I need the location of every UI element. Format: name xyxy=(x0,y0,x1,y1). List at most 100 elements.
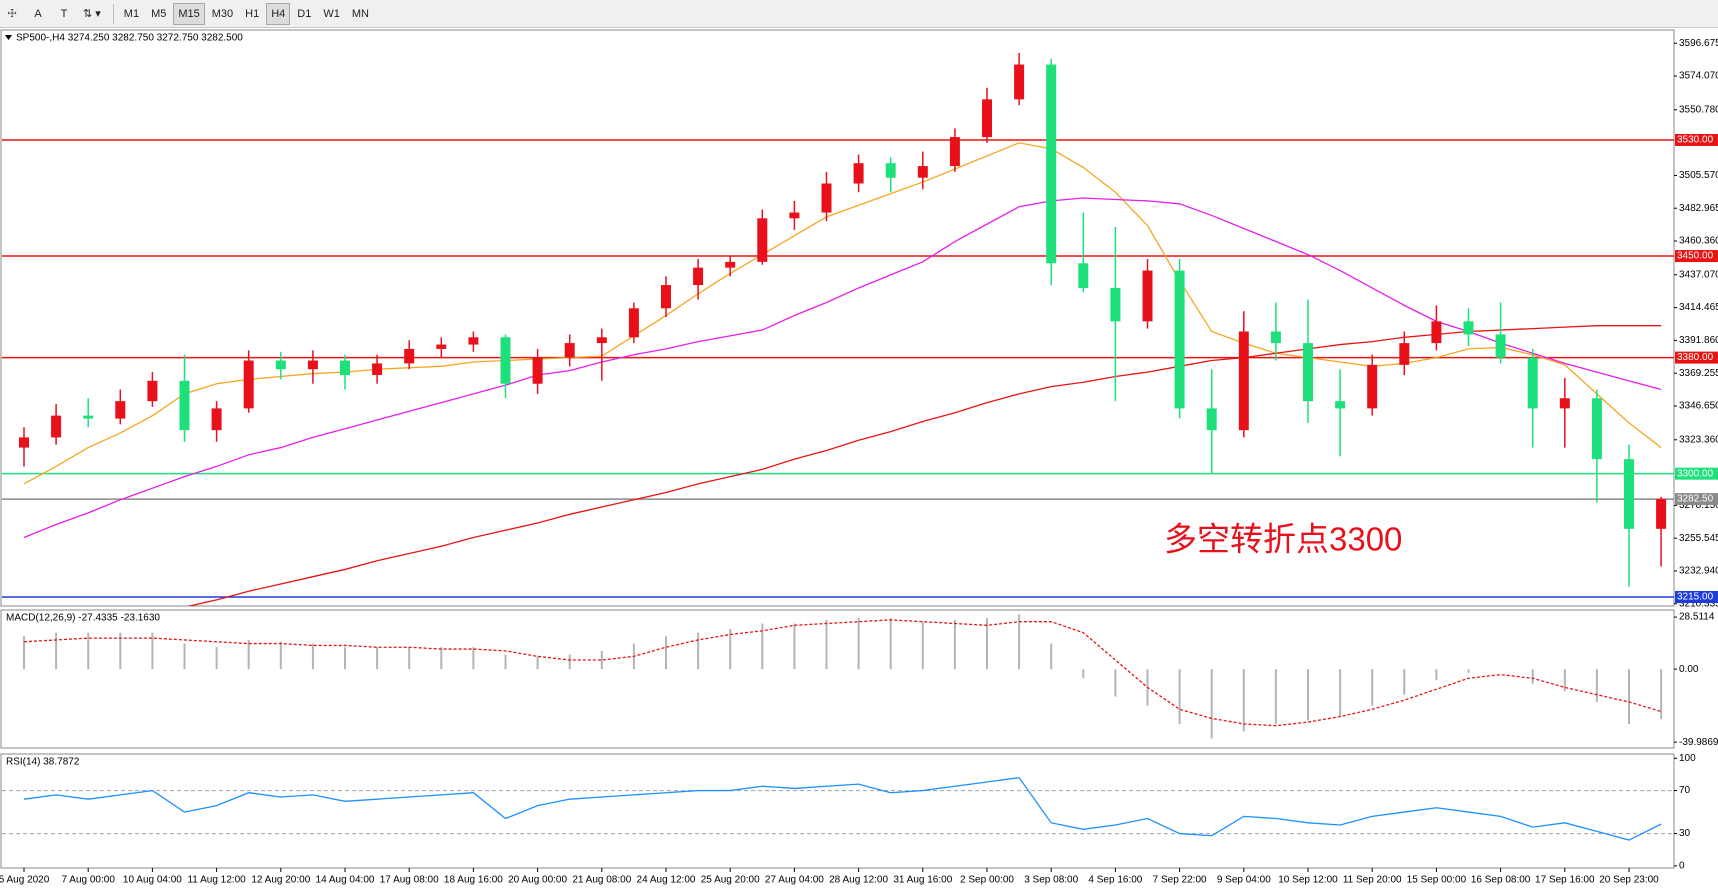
x-tick-label: 12 Aug 20:00 xyxy=(251,875,310,886)
y-tick-label: 3437.070 xyxy=(1679,269,1718,280)
candle-body xyxy=(1206,408,1217,431)
period-button[interactable]: D1 xyxy=(297,7,312,20)
x-tick-label: 17 Sep 16:00 xyxy=(1535,875,1595,886)
y-tick-label: 0 xyxy=(1679,860,1685,871)
x-tick-label: 9 Sep 04:00 xyxy=(1217,875,1271,886)
y-tick-label: 3210.335 xyxy=(1679,598,1718,609)
x-tick-label: 14 Aug 04:00 xyxy=(316,875,375,886)
candle-body xyxy=(1527,357,1538,409)
candle-body xyxy=(532,357,543,384)
x-tick-label: 27 Aug 04:00 xyxy=(765,875,824,886)
candle-body xyxy=(1303,343,1313,402)
period-button[interactable]: MN xyxy=(351,7,369,20)
rsi-panel xyxy=(0,753,1675,869)
candle-body xyxy=(661,285,671,309)
candle-body xyxy=(307,360,318,370)
x-tick-label: 2 Sep 00:00 xyxy=(960,875,1014,886)
crosshair-button[interactable]: ☩ xyxy=(7,8,17,20)
level-label: 3300.00 xyxy=(1677,468,1714,479)
separator xyxy=(112,3,114,24)
level-tag xyxy=(1675,493,1718,506)
candle-body xyxy=(564,343,575,358)
x-tick-label: 4 Sep 16:00 xyxy=(1088,875,1142,886)
y-tick-label: 3346.650 xyxy=(1679,401,1718,412)
y-tick-label: 28.5114 xyxy=(1679,612,1715,623)
candle-body xyxy=(725,261,736,268)
candle-body xyxy=(949,137,960,167)
overlay: SP500-,H4 3274.250 3282.750 3272.750 328… xyxy=(0,33,1718,886)
candle-body xyxy=(468,337,479,345)
period-button[interactable]: M15 xyxy=(173,2,205,25)
y-tick-label: 0.00 xyxy=(1679,664,1699,675)
candle-body xyxy=(1238,331,1249,431)
y-tick-label: 3323.360 xyxy=(1679,434,1718,445)
candle-body xyxy=(500,337,511,384)
text-button[interactable]: A xyxy=(34,7,42,20)
series-line xyxy=(23,776,1662,841)
y-tick-label: 3232.940 xyxy=(1679,566,1718,577)
candle-body xyxy=(757,218,768,262)
period-button[interactable]: W1 xyxy=(323,7,340,20)
y-tick-label: 3255.545 xyxy=(1679,533,1718,544)
y-tick-label: -39.9869 xyxy=(1679,737,1718,748)
x-tick-label: 20 Aug 00:00 xyxy=(508,875,567,886)
x-tick-label: 28 Aug 12:00 xyxy=(829,875,888,886)
x-tick-label: 17 Aug 08:00 xyxy=(380,875,439,886)
candle-body xyxy=(628,308,639,338)
arrow-button[interactable]: ⇅ ▾ xyxy=(83,8,101,20)
period-button[interactable]: M5 xyxy=(151,7,167,20)
toolbar: ☩ A T ⇅ ▾ M1 M5 M15 M30 H1 H4 D1 W1 MN xyxy=(0,0,1718,28)
level-label: 3450.00 xyxy=(1677,251,1714,262)
level-tag xyxy=(1675,133,1718,146)
x-tick-label: 7 Aug 00:00 xyxy=(62,875,116,886)
y-tick-label: 3414.465 xyxy=(1679,302,1718,313)
period-button[interactable]: M30 xyxy=(211,7,234,20)
series-line xyxy=(23,619,1662,727)
price-plot xyxy=(2,52,1674,606)
candle-body xyxy=(1624,459,1634,529)
candle-body xyxy=(1014,64,1025,100)
x-tick-label: 31 Aug 16:00 xyxy=(893,875,952,886)
x-tick-label: 21 Aug 08:00 xyxy=(572,875,631,886)
panel-title: MACD(12,26,9) -27.4335 -23.1630 xyxy=(6,613,160,624)
y-tick-label: 100 xyxy=(1679,753,1696,764)
candle-body xyxy=(789,212,800,219)
candle-body xyxy=(83,415,94,419)
period-button[interactable]: H4 xyxy=(266,2,291,25)
candle-body xyxy=(340,360,350,376)
candle-body xyxy=(1142,270,1153,322)
level-tag xyxy=(1675,467,1718,480)
candle-body xyxy=(1270,331,1281,344)
level-tag xyxy=(1675,351,1718,364)
candle-body xyxy=(51,415,62,438)
candle-body xyxy=(211,408,222,431)
x-tick-label: 18 Aug 16:00 xyxy=(444,875,503,886)
candle-body xyxy=(1078,263,1089,288)
x-tick-label: 7 Sep 22:00 xyxy=(1153,875,1207,886)
period-button[interactable]: H1 xyxy=(245,7,260,20)
y-tick-label: 3460.360 xyxy=(1679,236,1718,247)
macd-plot xyxy=(23,614,1663,739)
y-tick-label: 3369.255 xyxy=(1679,368,1718,379)
y-tick-label: 3278.150 xyxy=(1679,500,1718,511)
candle-body xyxy=(372,363,383,376)
y-tick-label: 3574.070 xyxy=(1679,71,1718,82)
y-tick-label: 3482.965 xyxy=(1679,203,1718,214)
candle-body xyxy=(404,348,415,364)
x-tick-label: 16 Sep 08:00 xyxy=(1471,875,1531,886)
period-button[interactable]: M1 xyxy=(123,7,140,20)
candle-body xyxy=(1463,321,1474,335)
candle-body xyxy=(1431,321,1442,344)
candle-body xyxy=(1174,270,1185,409)
level-label: 3282.50 xyxy=(1677,494,1714,505)
x-tick-label: 10 Aug 04:00 xyxy=(123,875,182,886)
title-marker xyxy=(5,35,12,40)
y-tick-label: 3505.570 xyxy=(1679,170,1718,181)
candle-body xyxy=(243,360,254,409)
series-line xyxy=(23,197,1662,539)
x-tick-label: 10 Sep 12:00 xyxy=(1278,875,1338,886)
label-button[interactable]: T xyxy=(60,7,68,20)
candle-body xyxy=(1046,64,1057,264)
candle-body xyxy=(436,344,447,349)
